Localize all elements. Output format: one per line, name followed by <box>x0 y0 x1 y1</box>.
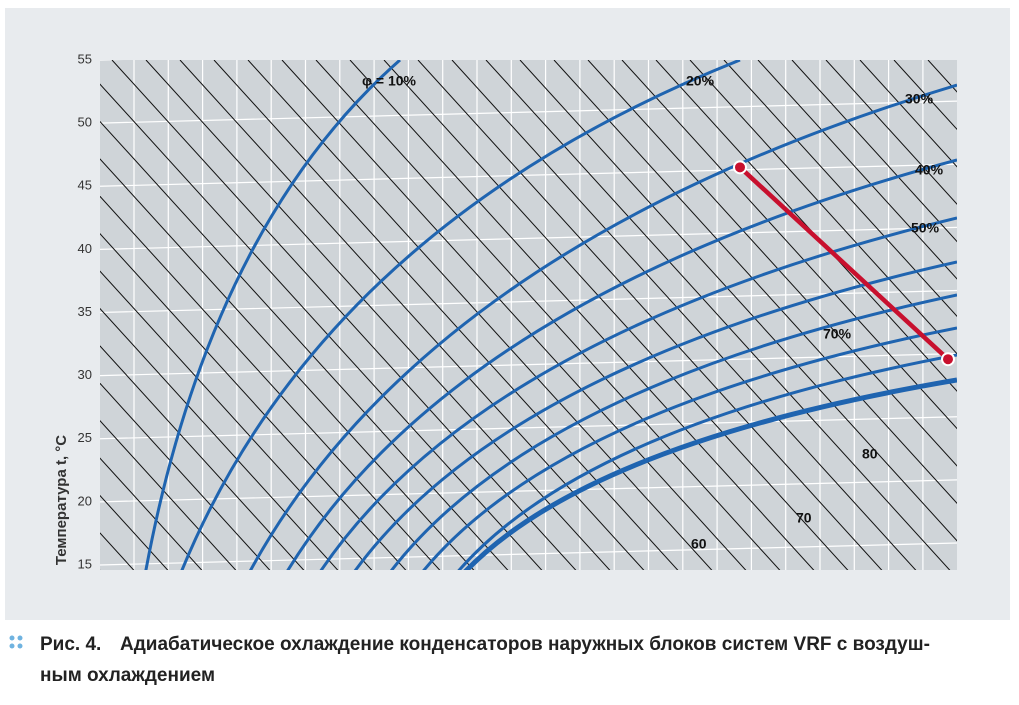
humidity-label: 30% <box>905 91 934 107</box>
caption-line: ным охлаждением <box>40 665 215 686</box>
humidity-curve <box>286 158 957 570</box>
caption-label: Рис. 4. <box>40 634 101 655</box>
plot-area <box>100 60 957 570</box>
bullet <box>9 635 15 641</box>
line-label: 80 <box>862 446 878 462</box>
y-tick-label: 45 <box>78 178 92 193</box>
diag-line <box>100 307 339 570</box>
y-axis-label: Температура t, °C <box>53 435 70 565</box>
bullet <box>17 635 23 641</box>
grid-line <box>100 163 957 187</box>
y-tick-label: 35 <box>78 304 92 319</box>
process-point <box>941 352 955 367</box>
diag-line <box>281 60 747 570</box>
diag-line <box>485 60 951 570</box>
humidity-label: 20% <box>686 73 715 89</box>
bullet <box>17 643 23 649</box>
humidity-curve <box>457 353 957 570</box>
y-tick-label: 15 <box>78 556 92 571</box>
process-line <box>738 165 950 361</box>
diag-line <box>100 83 543 570</box>
humidity-curve <box>353 260 957 570</box>
humidity-curve <box>422 326 957 570</box>
humidity-curve <box>144 60 401 570</box>
humidity-label: 40% <box>915 162 944 178</box>
diag-line <box>179 60 645 570</box>
diag-line <box>383 60 849 570</box>
line-label: 60 <box>691 536 707 552</box>
diag-line <box>100 270 373 570</box>
humidity-curve <box>463 377 957 570</box>
diag-line <box>100 345 305 570</box>
y-tick-label: 25 <box>78 430 92 445</box>
diag-line <box>247 60 713 570</box>
diag-line <box>757 60 957 280</box>
diag-line <box>100 233 407 570</box>
diag-line <box>859 60 957 168</box>
diag-line <box>100 195 441 570</box>
diag-line <box>100 120 509 570</box>
humidity-label: φ = 10% <box>362 73 417 89</box>
humidity-label: 70% <box>823 326 852 342</box>
diag-line <box>111 60 577 570</box>
bullet <box>9 643 15 649</box>
y-tick-label: 55 <box>78 51 92 66</box>
diag-line <box>825 60 957 205</box>
diag-line <box>519 60 957 542</box>
diag-line <box>723 60 957 318</box>
diag-line <box>100 158 475 570</box>
diag-line <box>621 60 957 430</box>
process-point <box>733 160 747 175</box>
humidity-curves <box>144 60 957 570</box>
humidity-curve <box>180 60 741 570</box>
diag-line <box>689 60 957 355</box>
diag-line <box>791 60 957 243</box>
humidity-curve <box>319 216 957 570</box>
grid-line <box>100 100 957 124</box>
grid-line <box>100 353 957 377</box>
humidity-label: 50% <box>911 220 940 236</box>
diag-line <box>655 60 957 392</box>
grid-line <box>100 289 957 314</box>
diag-line <box>145 60 611 570</box>
caption-line: Адиабатическое охлаждение конденсаторов … <box>120 634 930 655</box>
diag-line <box>451 60 917 570</box>
y-tick-label: 30 <box>78 367 92 382</box>
diag-line <box>315 60 781 570</box>
y-tick-label: 20 <box>78 493 92 508</box>
humidity-curve <box>249 83 957 570</box>
diag-line <box>587 60 957 467</box>
diag-line <box>553 60 957 505</box>
line-label: 70 <box>796 510 812 526</box>
y-tick-label: 50 <box>78 115 92 130</box>
grid-line <box>100 479 957 503</box>
grid-line <box>100 542 957 566</box>
y-tick-label: 40 <box>78 241 92 256</box>
grid-line <box>100 226 957 250</box>
humidity-curve <box>390 293 957 570</box>
